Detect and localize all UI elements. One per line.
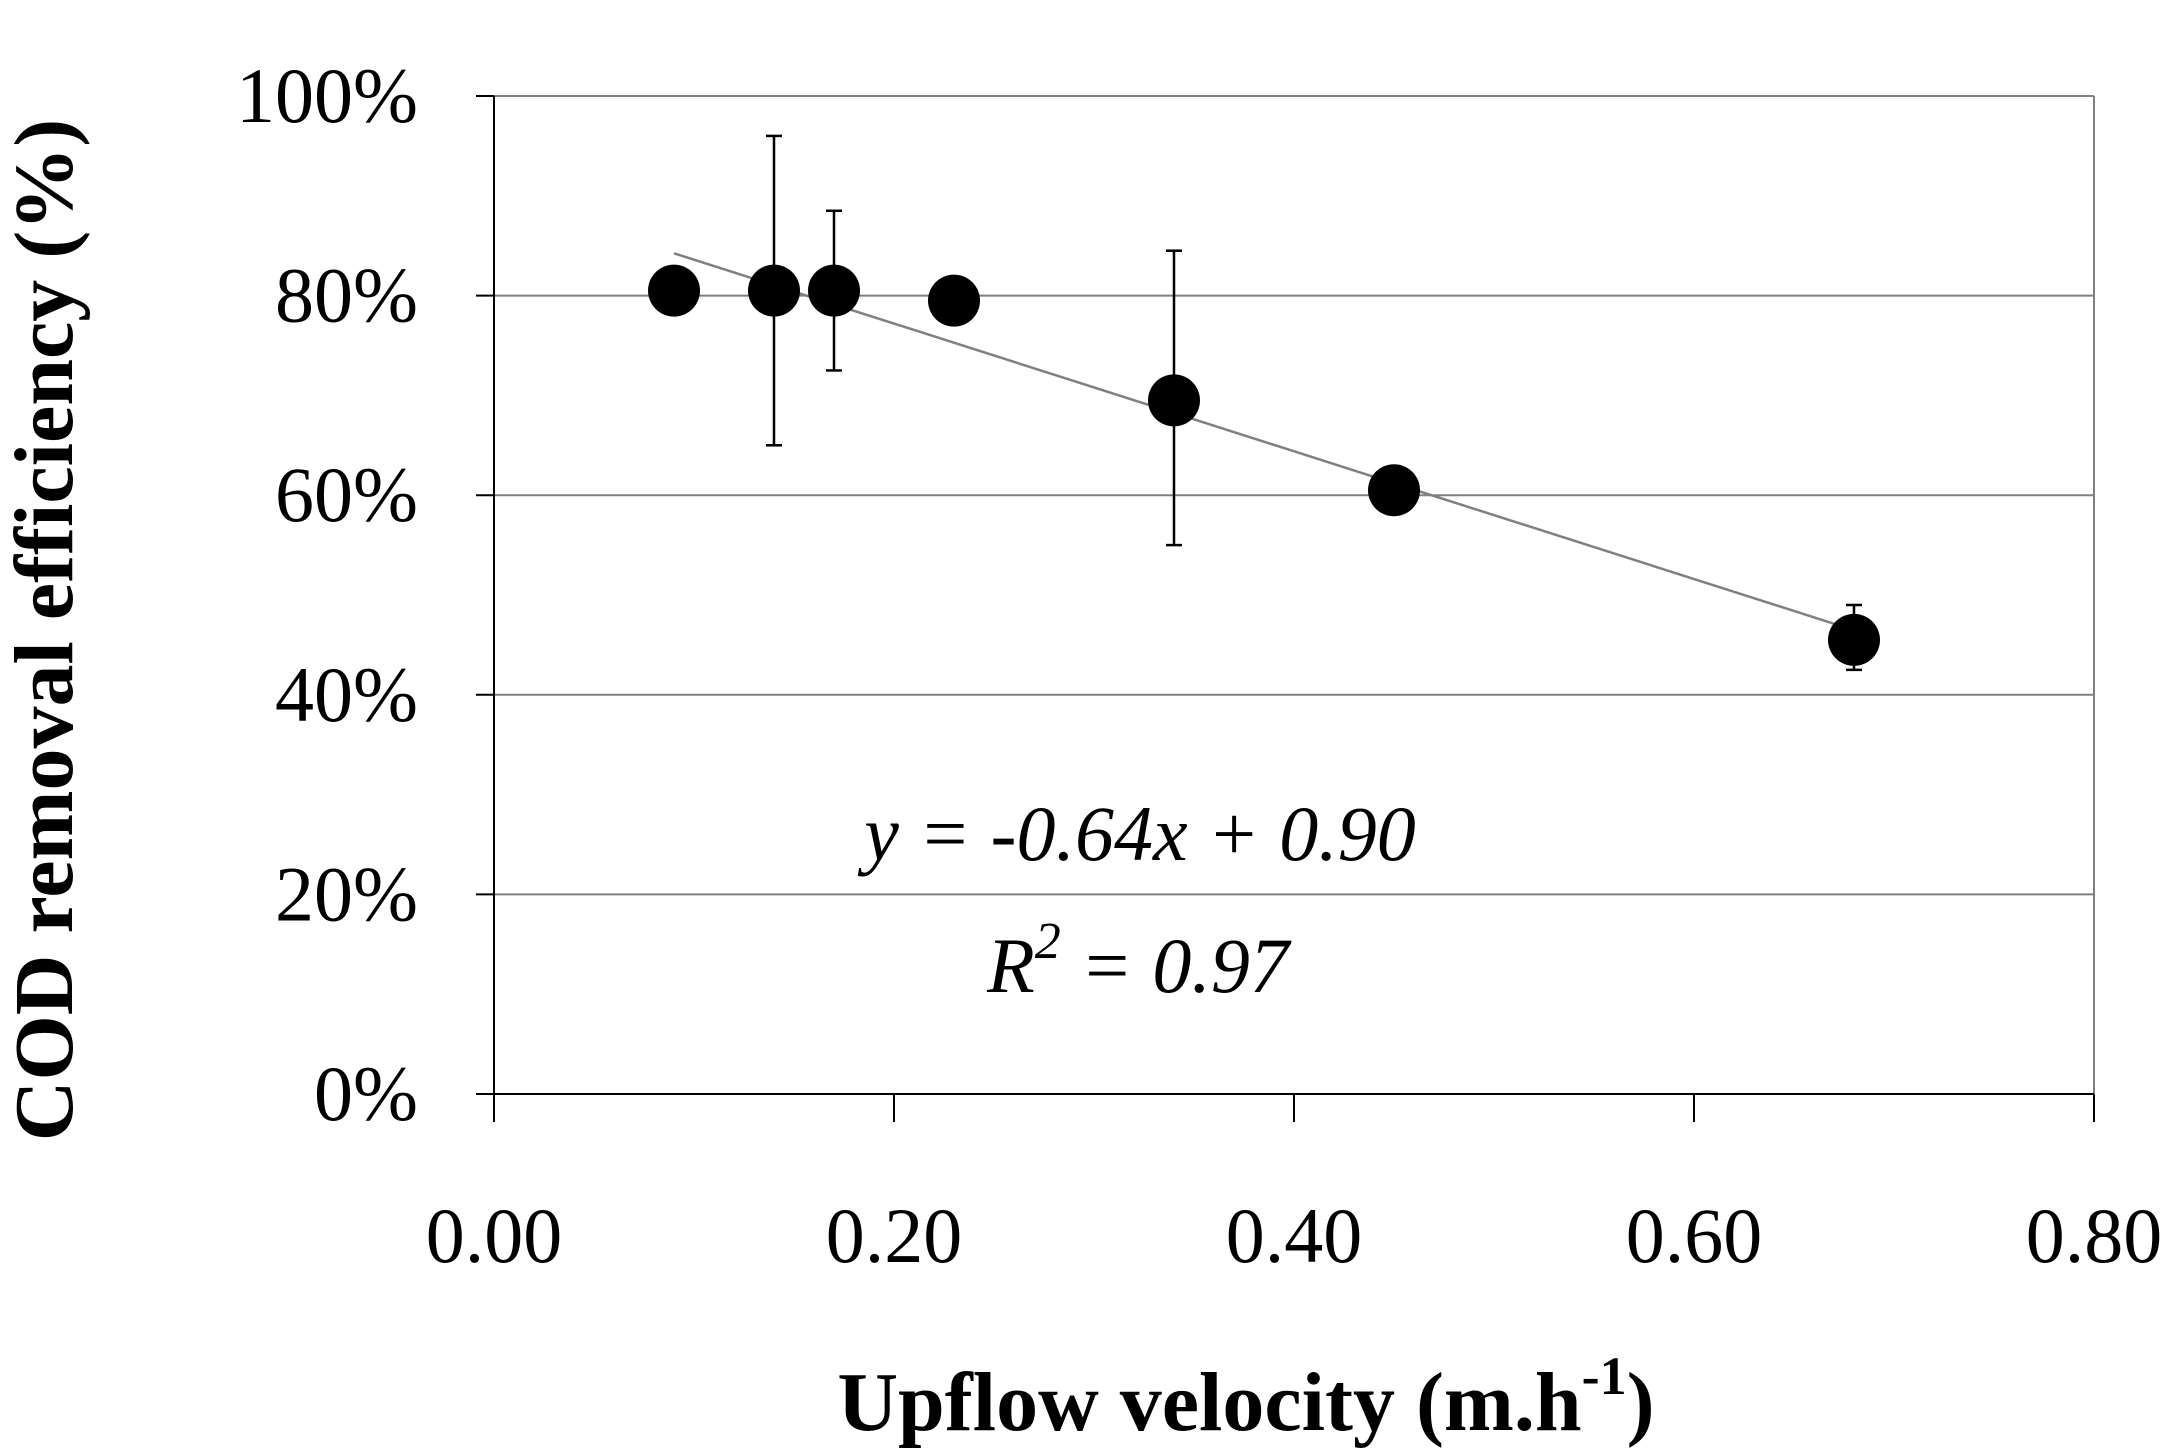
data-point bbox=[1148, 374, 1200, 427]
y-tick-label: 40% bbox=[275, 651, 418, 738]
axes bbox=[476, 95, 2095, 1122]
data-point bbox=[1368, 464, 1420, 517]
x-tick-labels: 0.00 0.20 0.40 0.60 0.80 bbox=[426, 1192, 2163, 1279]
r-squared-label: R2 = 0.97 bbox=[986, 913, 1292, 1009]
data-point bbox=[928, 274, 980, 327]
data-point bbox=[808, 264, 860, 317]
y-axis-title: COD removal efficiency (%) bbox=[0, 119, 91, 1141]
data-point bbox=[1828, 613, 1880, 666]
data-point bbox=[748, 264, 800, 317]
x-tick-label: 0.40 bbox=[1226, 1192, 1363, 1279]
x-tick-label: 0.60 bbox=[1626, 1192, 1763, 1279]
y-tick-label: 80% bbox=[275, 252, 418, 339]
x-tick-label: 0.80 bbox=[2026, 1192, 2163, 1279]
trendline-group bbox=[673, 252, 1855, 632]
y-tick-label: 0% bbox=[314, 1050, 418, 1137]
equation-label: y = -0.64x + 0.90 bbox=[857, 790, 1415, 877]
y-tick-label: 20% bbox=[275, 850, 418, 937]
y-tick-label: 60% bbox=[275, 451, 418, 538]
x-axis-title: Upflow velocity (m.h-1) bbox=[837, 1346, 1654, 1449]
data-points bbox=[648, 264, 1880, 666]
y-tick-labels: 0% 20% 40% 60% 80% 100% bbox=[236, 52, 418, 1137]
trendline bbox=[673, 252, 1855, 632]
y-tick-label: 100% bbox=[236, 52, 418, 139]
error-bars bbox=[766, 134, 1862, 672]
x-tick-label: 0.20 bbox=[826, 1192, 963, 1279]
x-tick-label: 0.00 bbox=[426, 1192, 563, 1279]
gridlines bbox=[494, 95, 2095, 1094]
data-point bbox=[648, 264, 700, 317]
